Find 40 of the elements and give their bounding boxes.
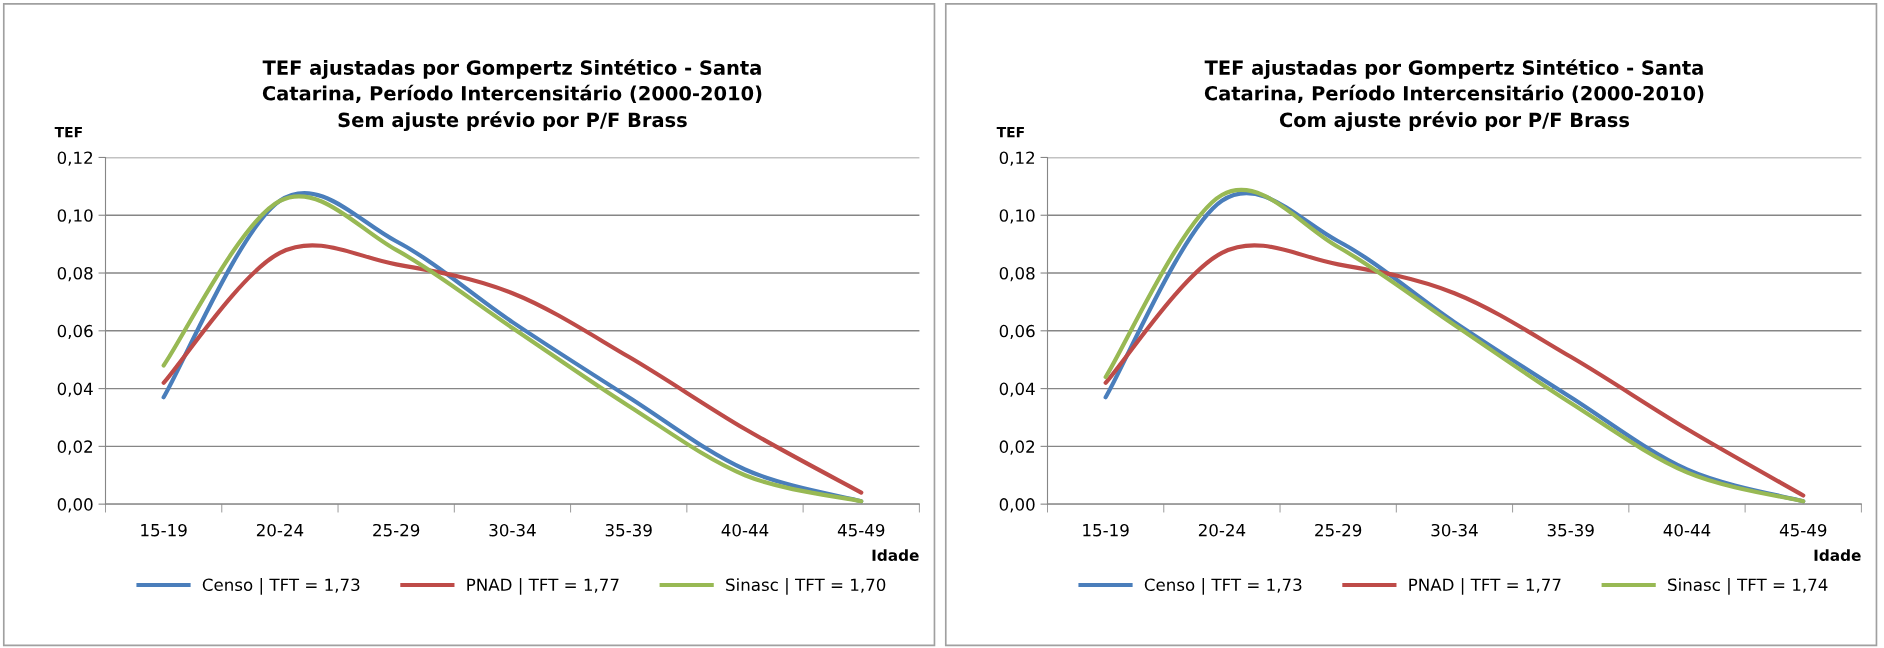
- legend-label: Censo | TFT = 1,73: [1144, 578, 1302, 595]
- y-tick-label: 0,04: [999, 382, 1035, 397]
- y-tick-label: 0,00: [999, 498, 1035, 513]
- y-tick-label: 0,08: [999, 266, 1035, 282]
- x-tick-label: 15-19: [1083, 523, 1129, 537]
- legend-label: Sinasc | TFT = 1,70: [726, 578, 886, 595]
- y-tick-label: 0,08: [57, 266, 93, 282]
- x-tick-label: 45-49: [837, 523, 885, 537]
- legend-label: Censo | TFT = 1,73: [202, 578, 360, 595]
- y-tick-label: 0,12: [57, 151, 93, 166]
- y-tick-label: 0,10: [999, 209, 1035, 224]
- y-tick-label: 0,02: [999, 440, 1035, 455]
- y-tick-label: 0,12: [999, 151, 1035, 166]
- y-tick-label: 0,02: [57, 440, 93, 455]
- legend-label: Sinasc | TFT = 1,74: [1668, 578, 1828, 595]
- x-tick-label: 15-19: [141, 523, 187, 537]
- y-tick-label: 0,04: [57, 382, 93, 397]
- chart-title: TEF ajustadas por Gompertz Sintético - Santa Catarina, Período Intercensitário (2000-2010) Com ajuste prévio por P/F Brass: [1204, 59, 1704, 132]
- x-axis-title: Idade: [872, 549, 919, 562]
- y-axis-title: TEF: [996, 127, 1024, 138]
- x-tick-label: 25-29: [373, 523, 420, 537]
- legend-label: PNAD | TFT = 1,77: [1409, 578, 1561, 595]
- legend-label: PNAD | TFT = 1,77: [467, 578, 619, 595]
- y-axis-title: TEF: [54, 127, 82, 138]
- y-tick-label: 0,06: [57, 324, 93, 340]
- x-axis-title: Idade: [1814, 549, 1861, 562]
- x-tick-label: 45-49: [1779, 523, 1827, 537]
- chart-title: TEF ajustadas por Gompertz Sintético - Santa Catarina, Período Intercensitário (2000-2010) Sem ajuste prévio por P/F Brass: [262, 59, 762, 132]
- x-tick-label: 30-34: [489, 523, 536, 537]
- x-tick-label: 35-39: [1547, 523, 1594, 537]
- x-tick-label: 40-44: [721, 523, 769, 537]
- x-tick-label: 40-44: [1663, 523, 1711, 537]
- y-tick-label: 0,06: [999, 324, 1035, 340]
- x-tick-label: 25-29: [1315, 523, 1362, 537]
- y-tick-label: 0,00: [57, 498, 93, 513]
- x-tick-label: 35-39: [605, 523, 652, 537]
- x-tick-label: 20-24: [1198, 523, 1246, 537]
- y-tick-label: 0,10: [57, 209, 93, 224]
- x-tick-label: 30-34: [1431, 523, 1478, 537]
- x-tick-label: 20-24: [256, 523, 304, 537]
